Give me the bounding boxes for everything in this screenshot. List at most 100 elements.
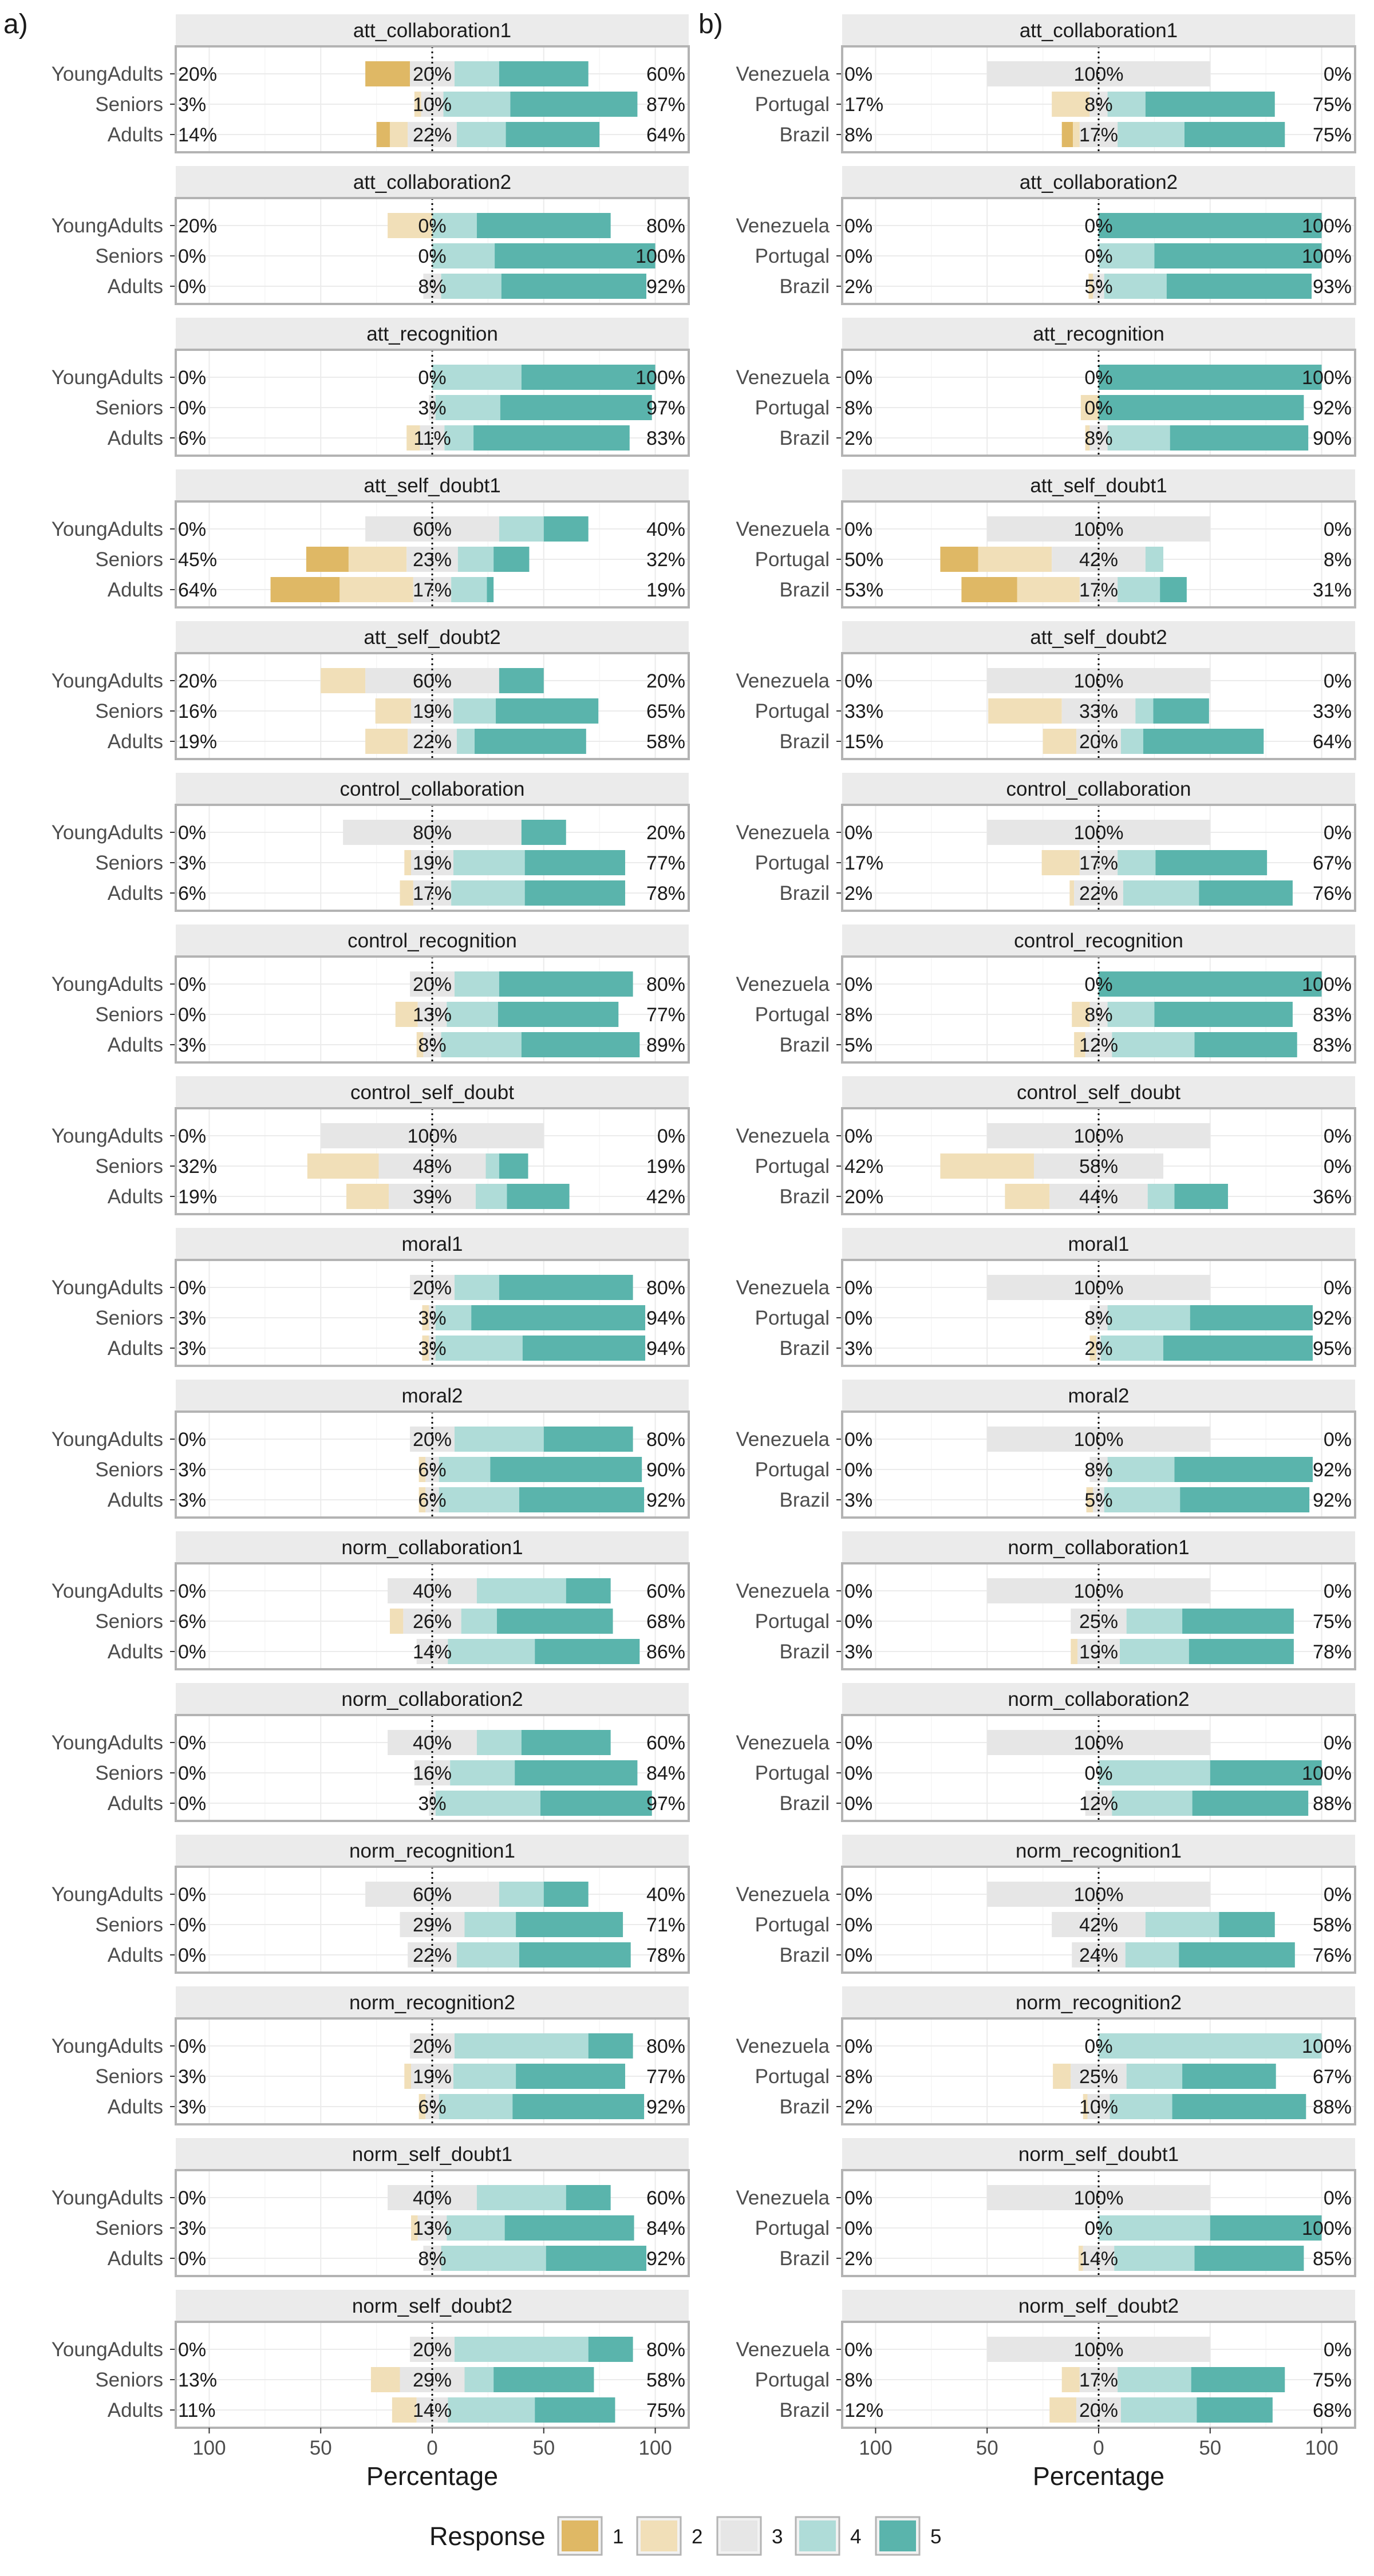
- label-percent-low: 0%: [844, 1793, 872, 1815]
- label-percent-low: 19%: [178, 731, 217, 753]
- label-percent-high: 20%: [646, 822, 685, 844]
- x-tick-label: 100: [1305, 2437, 1338, 2459]
- category-label: YoungAdults: [52, 215, 163, 237]
- category-label: Portugal: [755, 1914, 830, 1936]
- label-percent-low: 17%: [844, 94, 883, 116]
- facet-strip: [842, 1683, 1355, 1715]
- facet-strip: [842, 773, 1355, 805]
- bar-segment-response-4: [1120, 2397, 1197, 2423]
- bar-segment-response-2: [375, 698, 411, 724]
- label-percent-low: 6%: [178, 428, 206, 449]
- label-percent-low: 16%: [178, 701, 217, 722]
- facet-title: moral1: [402, 1233, 463, 1255]
- label-percent-low: 0%: [844, 1125, 872, 1147]
- category-label: Portugal: [755, 1610, 830, 1633]
- bar-segment-response-4: [432, 243, 495, 268]
- bar-segment-response-4: [454, 971, 499, 997]
- label-percent-low: 0%: [844, 2218, 872, 2239]
- category-label: Venezuela: [736, 1580, 830, 1602]
- bar-segment-response-5: [493, 547, 530, 572]
- bar-segment-response-4: [1107, 92, 1146, 117]
- bar-segment-response-2: [940, 1153, 1035, 1179]
- facet-strip: [176, 621, 689, 653]
- bar-segment-response-1: [1061, 122, 1073, 147]
- label-percent-neutral: 60%: [413, 1884, 452, 1906]
- x-axis-title: Percentage: [366, 2462, 498, 2491]
- bar-segment-response-5: [1189, 1639, 1294, 1664]
- label-percent-low: 2%: [844, 883, 872, 904]
- bar-segment-response-5: [1099, 365, 1322, 390]
- bar-segment-response-5: [495, 243, 656, 268]
- label-percent-low: 2%: [844, 276, 872, 298]
- label-percent-neutral: 60%: [413, 519, 452, 540]
- facet-panel-border: [841, 955, 1356, 1064]
- label-percent-high: 80%: [646, 215, 685, 237]
- bar-segment-response-4: [439, 1487, 519, 1512]
- bar-segment-response-5: [1163, 1336, 1313, 1361]
- bar-segment-response-4: [1107, 425, 1170, 451]
- bar-segment-response-5: [588, 2337, 633, 2362]
- facet-panel-border: [175, 804, 690, 912]
- category-label: Venezuela: [736, 1883, 830, 1906]
- bar-segment-response-2: [410, 2215, 418, 2241]
- label-percent-low: 5%: [844, 1034, 872, 1056]
- category-label: Brazil: [779, 1792, 830, 1815]
- bar-segment-response-2: [370, 2367, 400, 2392]
- label-percent-low: 64%: [178, 579, 217, 601]
- label-percent-high: 84%: [646, 2218, 685, 2239]
- label-percent-high: 58%: [1313, 1914, 1352, 1936]
- facet-control-recognition: control_recognition 0% 20% 80% YoungAdults 0%…: [52, 924, 690, 1064]
- bar-segment-response-5: [524, 850, 625, 875]
- category-label: Venezuela: [736, 2338, 830, 2361]
- legend-key-swatch: [799, 2520, 836, 2551]
- category-label: YoungAdults: [52, 1125, 163, 1147]
- panel-b: b) att_collaboration1 0% 100% 0% Venezuela 17%…: [698, 9, 1356, 2491]
- bar-segment-response-2: [1061, 2367, 1080, 2392]
- category-label: Portugal: [755, 548, 830, 571]
- bar-segment-response-5: [499, 1153, 528, 1179]
- category-label: Brazil: [779, 275, 830, 298]
- label-percent-high: 8%: [1324, 549, 1352, 571]
- category-label: Brazil: [779, 2096, 830, 2118]
- category-label: Portugal: [755, 700, 830, 722]
- legend-title: Response: [429, 2522, 546, 2551]
- legend-label: 2: [692, 2526, 702, 2548]
- label-percent-low: 0%: [844, 1945, 872, 1966]
- label-percent-high: 60%: [646, 2187, 685, 2209]
- facet-panel-border: [175, 197, 690, 305]
- legend-label: 5: [930, 2526, 941, 2548]
- category-label: Venezuela: [736, 1428, 830, 1451]
- label-percent-low: 0%: [844, 2339, 872, 2361]
- bar-segment-response-4: [1100, 1336, 1163, 1361]
- bar-segment-response-2: [388, 213, 432, 238]
- facet-title: norm_collaboration1: [341, 1536, 523, 1559]
- category-label: Venezuela: [736, 63, 830, 85]
- facet-strip: [176, 1228, 689, 1260]
- facet-title: moral2: [402, 1385, 463, 1407]
- label-percent-high: 92%: [1313, 1307, 1352, 1329]
- bar-segment-response-5: [1174, 1184, 1228, 1209]
- label-percent-low: 0%: [844, 1277, 872, 1299]
- legend-key-swatch: [721, 2520, 757, 2551]
- bar-segment-response-4: [443, 92, 511, 117]
- facet-att-collaboration1: att_collaboration1 20% 20% 60% YoungAdults 3%…: [52, 14, 690, 153]
- label-percent-high: 94%: [646, 1307, 685, 1329]
- label-percent-low: 20%: [178, 215, 217, 237]
- bar-segment-response-2: [1078, 2246, 1083, 2271]
- bar-segment-response-2: [978, 547, 1052, 572]
- category-label: Venezuela: [736, 1732, 830, 1754]
- bar-segment-response-4: [456, 729, 475, 754]
- label-percent-high: 88%: [1313, 1793, 1352, 1815]
- bar-segment-response-2: [1085, 425, 1090, 451]
- label-percent-neutral: 100%: [408, 1125, 457, 1147]
- category-label: Brazil: [779, 427, 830, 449]
- category-label: Seniors: [95, 1459, 163, 1481]
- label-percent-neutral: 60%: [413, 670, 452, 692]
- label-percent-high: 67%: [1313, 2066, 1352, 2088]
- label-percent-low: 3%: [178, 94, 206, 116]
